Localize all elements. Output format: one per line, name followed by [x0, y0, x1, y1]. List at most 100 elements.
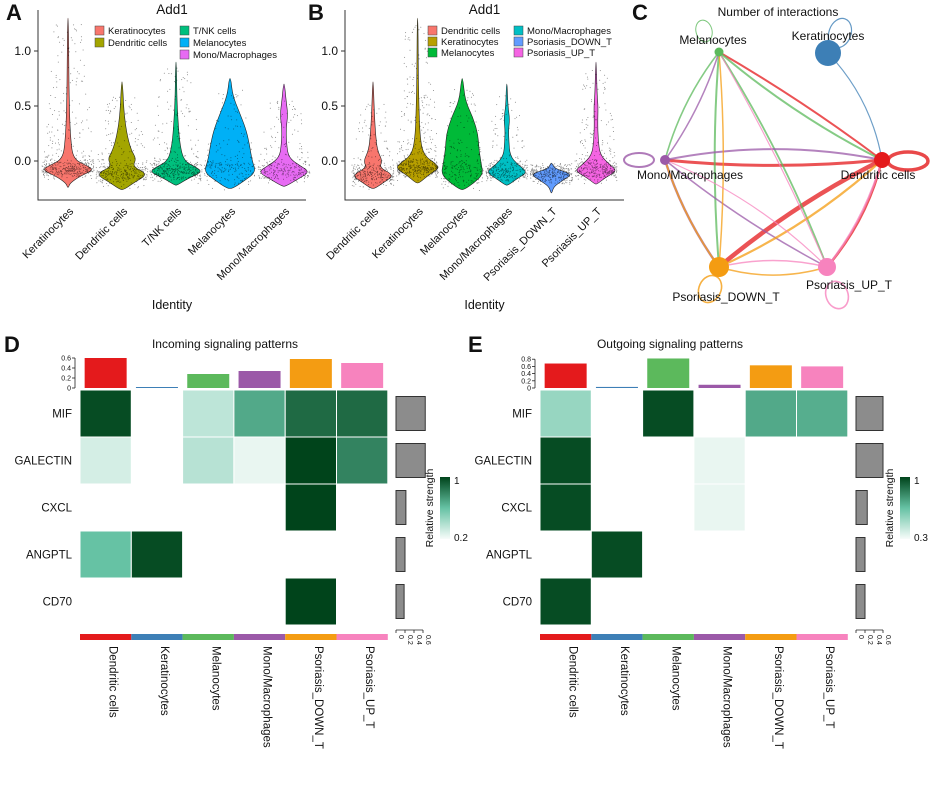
right-bar-axis-label: 0.2 [866, 635, 873, 645]
cell-mif-dendritic-cells [79, 389, 132, 438]
top-bar-axis-label: 0.2 [61, 376, 71, 383]
cell-galectin-dendritic-cells [79, 436, 132, 485]
panel-b: B Add1 1.0 0.5 0.0 Dendritic cells Keratinoc… [300, 0, 630, 330]
colorbar-title: Relative strength [884, 468, 896, 547]
violin-t-nk-cells [151, 61, 201, 186]
legend-swatch [179, 25, 190, 36]
row-label-cxcl: CXCL [41, 503, 72, 515]
panel-e: E Outgoing signaling patterns 0.8 0.6 0.4 0… [460, 330, 932, 786]
self-loop-psoriasis-up-t [824, 280, 850, 310]
node-label-melanocytes: Melanocytes [679, 33, 746, 47]
jitter-dots-melanocytes [204, 89, 256, 191]
edge-psoriasis-up-t-to-mono-macrophages [664, 159, 828, 268]
legend-swatch [94, 37, 105, 48]
node-melanocytes [714, 47, 724, 57]
cell-cd70-dendritic-cells [539, 577, 592, 626]
y-tick-label: 1.0 [14, 44, 31, 58]
top-bar-keratinocytes [135, 387, 178, 388]
panel-b-title: Add1 [468, 2, 501, 17]
edge-dendritic-cells-to-psoriasis-down-t [716, 157, 885, 270]
node-label-dendritic-cells: Dendritic cells [841, 168, 916, 182]
panel-d-letter: D [4, 332, 20, 357]
cell-angptl-keratinocytes [130, 530, 184, 579]
right-bar-axis-label: 0.6 [424, 635, 431, 645]
column-label-mono-macrophages: Mono/Macrophages [721, 646, 733, 748]
column-strip-psoriasis-down-t [745, 634, 797, 640]
right-bar-axis-label: 0 [397, 635, 404, 639]
x-category-label: Psoriasis_DOWN_T [481, 205, 559, 283]
top-bar-mono-macrophages [238, 371, 281, 388]
top-bar-axis-label: 0 [67, 386, 71, 393]
self-loop-melanocytes [695, 19, 713, 43]
legend-swatch [427, 36, 438, 47]
right-bar-axis-label: 0.6 [884, 635, 891, 645]
legend-label: Mono/Macrophages [193, 50, 277, 61]
row-label-angptl: ANGPTL [26, 550, 73, 562]
violin-psoriasis-down-t [532, 162, 570, 194]
legend-swatch [513, 25, 524, 36]
colorbar-max-label: 1 [454, 476, 460, 487]
cell-mif-mono-macrophages [233, 389, 286, 438]
right-bar-axis-label: 0.4 [415, 635, 422, 645]
right-bar-mif [855, 396, 884, 431]
edge-dendritic-cells-to-mono-macrophages [663, 158, 884, 167]
edge-psoriasis-down-t-to-melanocytes [718, 51, 725, 268]
colorbar [440, 477, 450, 539]
panel-c-network-plot: Melanocytes Keratinocytes Mono/Macrophages… [623, 17, 930, 310]
node-dendritic-cells [874, 152, 890, 168]
top-bar-dendritic-cells [84, 358, 127, 388]
legend-label: Keratinocytes [108, 26, 166, 37]
top-bar-dendritic-cells [544, 363, 587, 388]
right-bar-cd70 [855, 584, 866, 619]
edge-psoriasis-up-t-to-psoriasis-down-t [718, 259, 828, 268]
row-label-mif: MIF [512, 409, 532, 421]
top-bar-axis-label: 0.4 [61, 366, 71, 373]
x-category-label: Melanocytes [186, 205, 239, 258]
top-bar-psoriasis-down-t [749, 365, 792, 388]
edge-psoriasis-down-t-to-psoriasis-up-t [718, 266, 828, 276]
node-label-psoriasis-up-t: Psoriasis_UP_T [806, 278, 893, 292]
violin-dendritic-cells [99, 81, 145, 190]
right-bar-mif [395, 396, 426, 431]
top-bar-axis-label: 0.6 [521, 364, 531, 371]
cell-galectin-dendritic-cells [539, 436, 592, 485]
node-label-keratinocytes: Keratinocytes [792, 29, 865, 43]
node-psoriasis-down-t [709, 257, 729, 277]
cell-cxcl-mono-macrophages [693, 483, 746, 532]
cell-galectin-mono-macrophages [233, 436, 286, 485]
panel-d: D Incoming signaling patterns 0.6 0.4 0.2 0… [0, 330, 480, 786]
legend-swatch [427, 25, 438, 36]
cell-mif-psoriasis-up-t [336, 389, 389, 438]
legend-swatch [427, 47, 438, 58]
jitter-dots-dendritic-cells [95, 96, 149, 189]
column-strip-melanocytes [642, 634, 694, 640]
legend-swatch [94, 25, 105, 36]
right-bar-cxcl [395, 490, 407, 525]
column-label-melanocytes: Melanocytes [669, 646, 681, 711]
row-label-galectin: GALECTIN [474, 456, 532, 468]
row-label-galectin: GALECTIN [14, 456, 72, 468]
column-strip-keratinocytes [591, 634, 643, 640]
cell-mif-psoriasis-up-t [796, 389, 849, 438]
panel-a-title: Add1 [156, 2, 188, 17]
edge-keratinocytes-to-dendritic-cells [827, 52, 883, 161]
cell-mif-dendritic-cells [539, 389, 592, 438]
colorbar-min-label: 0.2 [454, 533, 468, 544]
panel-e-letter: E [468, 332, 483, 357]
panel-c-letter: C [632, 0, 648, 25]
jitter-dots-mono-macrophages [485, 95, 529, 183]
edge-melanocytes-to-mono-macrophages [664, 51, 720, 161]
cell-angptl-keratinocytes [590, 530, 644, 579]
panel-b-x-axis-title: Identity [464, 298, 505, 312]
column-strip-psoriasis-up-t [336, 634, 388, 640]
top-bar-axis-label: 0.6 [61, 356, 71, 363]
right-bar-angptl [855, 537, 866, 572]
jitter-dots-keratinocytes [396, 25, 439, 181]
jitter-dots-keratinocytes [41, 24, 95, 180]
row-label-cd70: CD70 [503, 597, 532, 609]
column-strip-mono-macrophages [233, 634, 286, 640]
legend-label: Melanocytes [441, 48, 495, 59]
column-strip-psoriasis-up-t [796, 634, 848, 640]
top-bar-psoriasis-down-t [289, 359, 332, 388]
panel-d-title: Incoming signaling patterns [151, 337, 299, 351]
